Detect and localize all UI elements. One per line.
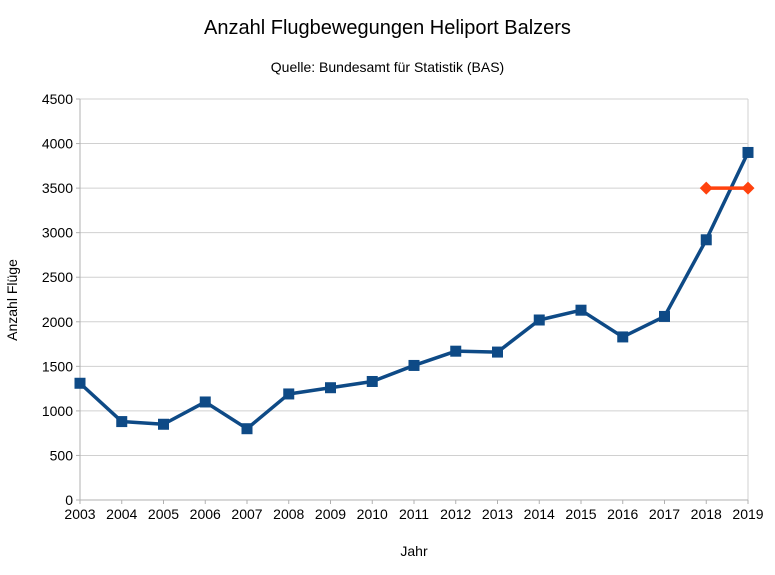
series-1-point-2015 — [575, 304, 587, 316]
x-tick-label-2004: 2004 — [106, 506, 137, 522]
x-tick-label-2005: 2005 — [148, 506, 179, 522]
series-1-point-2014 — [533, 314, 545, 326]
series-1-point-2019 — [742, 146, 754, 158]
x-tick-label-2019: 2019 — [732, 506, 763, 522]
series-1-point-2006 — [199, 396, 211, 408]
y-tick-label-1500: 1500 — [42, 358, 73, 374]
series-1-point-2009 — [325, 382, 336, 394]
y-tick-label-2000: 2000 — [42, 314, 73, 330]
x-tick-label-2016: 2016 — [607, 506, 638, 522]
x-tick-label-2015: 2015 — [565, 506, 596, 522]
series-1-point-2017 — [659, 310, 670, 322]
x-tick-label-2018: 2018 — [691, 506, 722, 522]
y-tick-label-3000: 3000 — [42, 225, 73, 241]
series-1-line — [78, 151, 750, 431]
series-2-point-2019 — [741, 181, 755, 195]
series-1-point-2005 — [158, 418, 169, 430]
x-tick-label-2013: 2013 — [482, 506, 513, 522]
series-1-point-2008 — [283, 388, 295, 400]
series-1-point-2012 — [450, 345, 462, 357]
series-1-point-2016 — [617, 331, 629, 343]
x-tick-label-2007: 2007 — [231, 506, 262, 522]
y-tick-label-2500: 2500 — [42, 269, 73, 285]
x-tick-label-2006: 2006 — [190, 506, 221, 522]
x-tick-label-2008: 2008 — [273, 506, 304, 522]
chart-subtitle: Quelle: Bundesamt für Statistik (BAS) — [270, 59, 505, 75]
x-tick-label-2009: 2009 — [315, 506, 346, 522]
y-tick-label-1000: 1000 — [42, 403, 73, 419]
x-tick-label-2010: 2010 — [357, 506, 388, 522]
y-tick-label-4000: 4000 — [42, 136, 73, 152]
series-1-point-2010 — [366, 375, 378, 387]
y-tick-label-4500: 4500 — [42, 91, 73, 107]
y-tick-label-500: 500 — [50, 447, 74, 463]
chart-title: Anzahl Flugbewegungen Heliport Balzers — [204, 17, 571, 39]
x-tick-label-2003: 2003 — [64, 506, 95, 522]
y-tick-label-0: 0 — [65, 492, 73, 508]
series-1-point-2007 — [241, 423, 253, 435]
x-tick-label-2017: 2017 — [649, 506, 680, 522]
series-1-point-2018 — [700, 234, 712, 246]
x-axis-title: Jahr — [400, 543, 428, 559]
series-1-point-2004 — [116, 416, 128, 428]
series-1-point-2003 — [74, 377, 86, 389]
series-1-point-2011 — [408, 359, 420, 371]
series-2-point-2018 — [699, 181, 713, 195]
series-1-point-2013 — [492, 346, 503, 358]
x-tick-label-2011: 2011 — [399, 506, 429, 522]
y-tick-label-3500: 3500 — [42, 180, 73, 196]
x-tick-label-2014: 2014 — [524, 506, 555, 522]
x-tick-label-2012: 2012 — [440, 506, 471, 522]
